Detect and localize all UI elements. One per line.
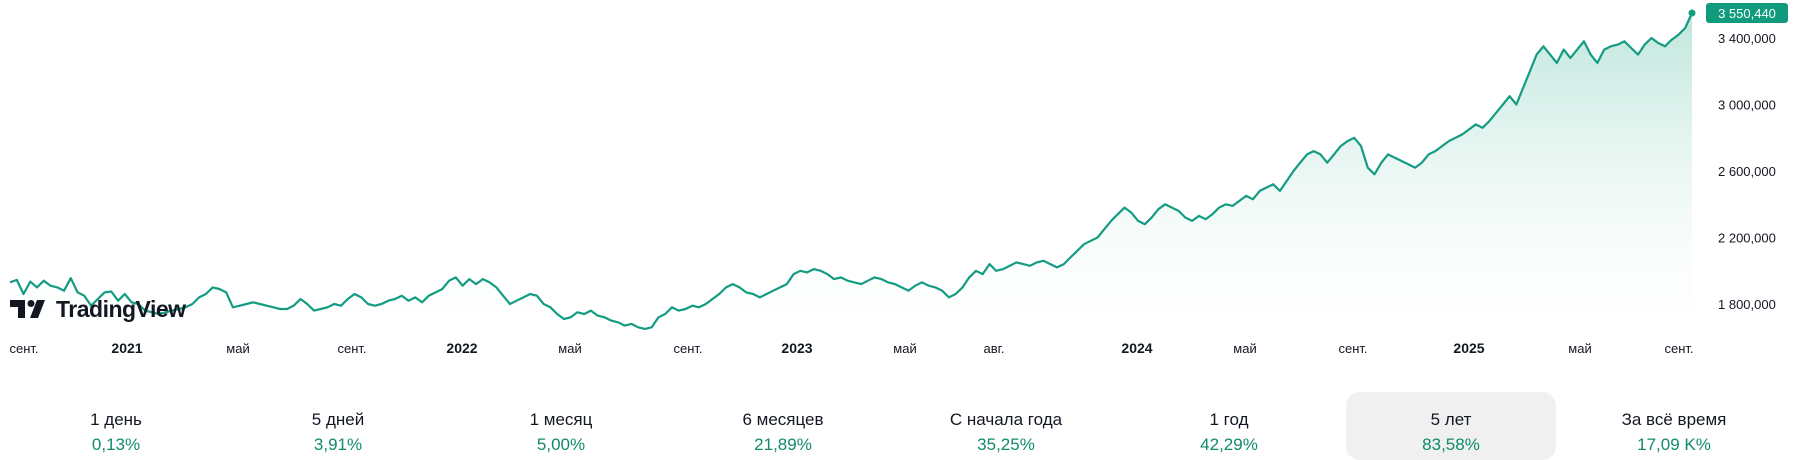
period-tab-change: 83,58% [1422,435,1480,454]
period-tab[interactable]: 5 лет 83,58% [1346,392,1556,460]
x-tick-label: 2021 [111,340,142,356]
tradingview-logo-icon [10,300,45,318]
period-tab-change: 21,89% [754,435,812,454]
tradingview-logo[interactable]: TradingView [10,296,186,322]
period-tab-label: С начала года [949,410,1063,429]
x-tick-label: май [1233,341,1256,356]
x-tick-label: авг. [984,341,1005,356]
price-chart-svg[interactable]: 3 400,000 3 000,000 2 600,000 2 200,000 1 80… [0,0,1798,360]
period-tab-change: 35,25% [977,435,1035,454]
period-tab-label: 1 день [90,410,142,429]
period-tab-label: 5 лет [1430,410,1472,429]
period-tab-label: 1 месяц [529,410,593,429]
period-tab-change: 5,00% [536,435,586,454]
current-price-label: 3 550,440 [1718,6,1776,21]
x-tick-label: сент. [1664,341,1693,356]
period-tab[interactable]: 6 месяцев 21,89% [678,392,888,460]
period-tab[interactable]: 1 год 42,29% [1124,392,1334,460]
period-tab[interactable]: За всё время 17,09 K% [1569,392,1779,460]
x-tick-label: май [1568,341,1591,356]
x-tick-label: 2024 [1121,340,1152,356]
x-tick-label: сент. [337,341,366,356]
period-tab-change: 17,09 K% [1637,435,1711,454]
x-tick-label: сент. [1338,341,1367,356]
period-tab-change: 3,91% [313,435,363,454]
period-tab[interactable]: С начала года 35,25% [901,392,1111,460]
y-tick-label: 1 800,000 [1718,297,1776,312]
period-tab-label: За всё время [1621,410,1727,429]
period-tab[interactable]: 5 дней 3,91% [233,392,443,460]
y-tick-label: 3 400,000 [1718,31,1776,46]
logo-text: TradingView [56,295,186,322]
period-tabs: 1 день 0,13% 5 дней 3,91% 1 месяц 5,00% 6 меся… [0,392,1798,460]
period-tab-label: 1 год [1209,410,1249,429]
x-tick-label: май [558,341,581,356]
price-line[interactable] [9,12,1694,330]
last-price-point [1688,9,1696,17]
period-tab-change: 42,29% [1200,435,1258,454]
y-tick-label: 3 000,000 [1718,98,1776,113]
period-tab-label: 5 дней [311,410,365,429]
period-tab[interactable]: 1 месяц 5,00% [456,392,666,460]
price-chart[interactable]: 3 400,000 3 000,000 2 600,000 2 200,000 1 80… [0,0,1798,360]
y-tick-label: 2 600,000 [1718,164,1776,179]
period-tab-label: 6 месяцев [742,410,824,429]
period-tab[interactable]: 1 день 0,13% [11,392,221,460]
x-tick-label: 2022 [446,340,477,356]
y-tick-label: 2 200,000 [1718,231,1776,246]
price-area-fill [10,13,1692,330]
period-tab-change: 0,13% [91,435,141,454]
x-tick-label: 2025 [1453,340,1484,356]
x-tick-label: май [893,341,916,356]
x-tick-label: май [226,341,249,356]
x-tick-label: сент. [673,341,702,356]
x-tick-label: 2023 [781,340,812,356]
x-tick-label: сент. [9,341,38,356]
current-price-badge [1706,2,1788,23]
